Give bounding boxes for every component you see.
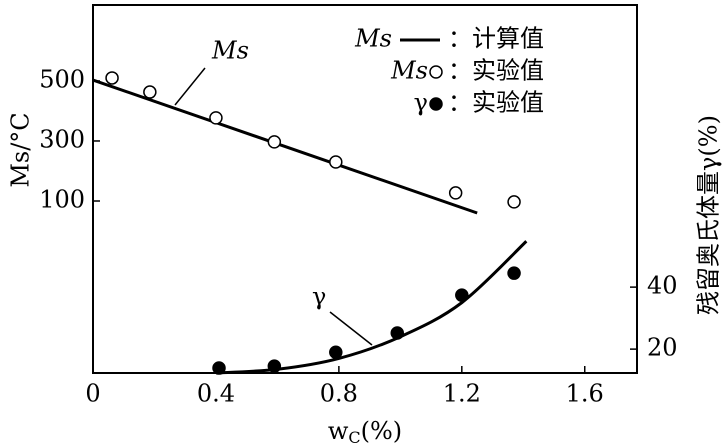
data-point bbox=[209, 111, 223, 125]
annotation: Ms bbox=[211, 37, 249, 65]
x-tick-label: 0 bbox=[85, 380, 100, 408]
series-line bbox=[215, 240, 528, 375]
data-point bbox=[507, 195, 521, 209]
leader-line bbox=[329, 311, 373, 346]
y-tick-label: 300 bbox=[39, 125, 85, 153]
legend-marker bbox=[429, 97, 443, 111]
data-point bbox=[329, 155, 343, 169]
x-tick-label: 0.4 bbox=[197, 380, 235, 408]
y-tick-label: 500 bbox=[39, 65, 85, 93]
x-title-unit: (%) bbox=[361, 417, 403, 445]
legend-symbol-text: Ms bbox=[354, 25, 392, 53]
data-point bbox=[329, 345, 343, 359]
legend-marker bbox=[429, 65, 443, 79]
y-axis-title: Ms/°C bbox=[7, 112, 35, 187]
data-point bbox=[448, 186, 463, 200]
y-tick-label: 100 bbox=[39, 186, 85, 214]
series-line bbox=[92, 78, 478, 215]
y2-axis-title: 残留奥氏体量γ(%) bbox=[695, 115, 723, 315]
x-title-sub: C bbox=[348, 428, 360, 446]
legend-label: ：实验值 bbox=[448, 57, 544, 85]
legend-label: ：计算值 bbox=[448, 25, 544, 53]
data-point bbox=[507, 266, 521, 280]
legend-label: ：实验值 bbox=[448, 89, 544, 117]
data-point bbox=[143, 85, 157, 99]
x-tick-label: 1.6 bbox=[566, 380, 604, 408]
legend-symbol-text: γ bbox=[414, 89, 428, 117]
y2-tick-label: 40 bbox=[647, 272, 678, 300]
plot-frame bbox=[92, 4, 638, 374]
x-title-main: w bbox=[328, 417, 349, 445]
x-axis-title: wC(%) bbox=[328, 417, 402, 446]
x-tick-label: 1.2 bbox=[443, 380, 481, 408]
legend-symbol-text: Ms bbox=[390, 57, 428, 85]
annotation: γ bbox=[312, 283, 326, 311]
y2-tick-label: 20 bbox=[647, 334, 678, 362]
data-point bbox=[267, 135, 282, 149]
data-point bbox=[105, 71, 119, 85]
leader-line bbox=[174, 67, 206, 106]
x-tick-label: 0.8 bbox=[320, 380, 358, 408]
